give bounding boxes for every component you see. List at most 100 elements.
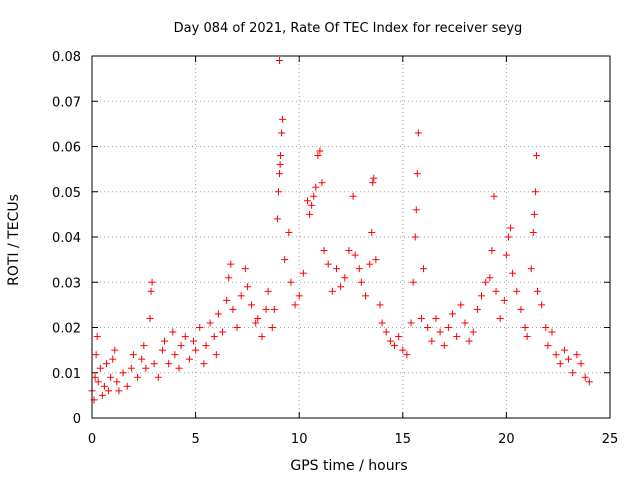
data-point <box>227 260 235 268</box>
data-point <box>378 319 386 327</box>
data-point <box>273 215 281 223</box>
data-point <box>229 305 237 313</box>
y-tick-label: 0.01 <box>52 367 81 382</box>
data-point <box>552 351 560 359</box>
data-point <box>544 342 552 350</box>
data-point <box>436 328 444 336</box>
data-point <box>577 360 585 368</box>
x-tick-label: 0 <box>88 432 96 447</box>
data-point <box>417 314 425 322</box>
data-point <box>521 324 529 331</box>
data-point <box>105 387 113 395</box>
data-point <box>337 283 345 291</box>
data-point <box>368 228 376 236</box>
data-point <box>154 373 162 381</box>
data-point <box>276 170 284 178</box>
data-point <box>312 183 320 191</box>
data-point <box>175 364 183 372</box>
data-point <box>538 301 546 309</box>
data-point <box>316 147 324 155</box>
data-point <box>531 188 539 196</box>
data-point <box>148 278 156 286</box>
data-point <box>161 337 169 345</box>
data-point <box>113 378 121 386</box>
data-point <box>440 342 448 350</box>
x-tick-label: 10 <box>291 432 308 447</box>
data-point <box>258 333 266 341</box>
data-point <box>530 210 538 218</box>
data-point <box>150 360 158 368</box>
data-point <box>274 188 282 196</box>
data-point <box>523 333 531 341</box>
data-point <box>569 369 577 377</box>
data-point <box>192 346 200 354</box>
data-point <box>492 287 500 295</box>
data-point <box>200 360 208 368</box>
data-point <box>529 228 537 236</box>
data-point <box>409 278 417 286</box>
data-point <box>248 301 256 309</box>
data-point <box>225 274 233 282</box>
data-point <box>565 355 573 363</box>
data-point <box>237 292 245 300</box>
data-point <box>533 287 541 295</box>
data-point <box>355 265 363 273</box>
data-point <box>115 387 123 395</box>
data-point <box>345 247 353 255</box>
data-point <box>252 319 260 327</box>
data-point <box>190 337 198 345</box>
data-point <box>299 269 307 277</box>
data-point <box>328 287 336 295</box>
data-point <box>351 251 359 259</box>
data-point <box>560 346 568 354</box>
data-point <box>349 192 357 200</box>
data-point <box>107 373 115 381</box>
data-point <box>320 247 328 255</box>
data-point <box>424 324 432 331</box>
data-point <box>461 319 469 327</box>
data-point <box>177 342 185 350</box>
data-point <box>109 355 117 363</box>
data-point <box>310 192 318 200</box>
data-point <box>287 278 295 286</box>
data-point <box>453 333 461 341</box>
data-point <box>94 378 102 386</box>
data-point <box>500 296 508 304</box>
y-tick-label: 0.02 <box>52 322 81 337</box>
data-point <box>482 278 490 286</box>
data-point <box>123 382 131 390</box>
data-point <box>403 351 411 359</box>
data-point <box>556 360 564 368</box>
data-point <box>206 319 214 327</box>
y-tick-label: 0.08 <box>52 50 81 65</box>
x-tick-label: 15 <box>395 432 412 447</box>
data-point <box>465 337 473 345</box>
data-point <box>185 355 193 363</box>
data-point <box>303 197 311 205</box>
data-point <box>277 152 285 160</box>
data-point <box>581 373 589 381</box>
y-tick-label: 0 <box>73 412 81 427</box>
data-point <box>513 287 521 295</box>
data-point <box>395 333 403 341</box>
data-point <box>262 305 270 313</box>
data-point <box>376 301 384 309</box>
data-point <box>111 346 119 354</box>
data-point <box>129 351 137 359</box>
x-tick-label: 20 <box>498 432 515 447</box>
data-point <box>496 314 504 322</box>
data-point <box>147 287 155 295</box>
data-point <box>469 328 477 336</box>
y-tick-label: 0.05 <box>52 186 81 201</box>
data-point <box>314 152 322 160</box>
data-point <box>142 364 150 372</box>
data-point <box>138 355 146 363</box>
data-point <box>407 319 415 327</box>
data-point <box>276 57 284 65</box>
data-point <box>391 342 399 350</box>
data-point <box>278 129 286 137</box>
data-point <box>291 301 299 309</box>
data-point <box>264 287 272 295</box>
data-point <box>573 351 581 359</box>
data-point <box>357 278 365 286</box>
